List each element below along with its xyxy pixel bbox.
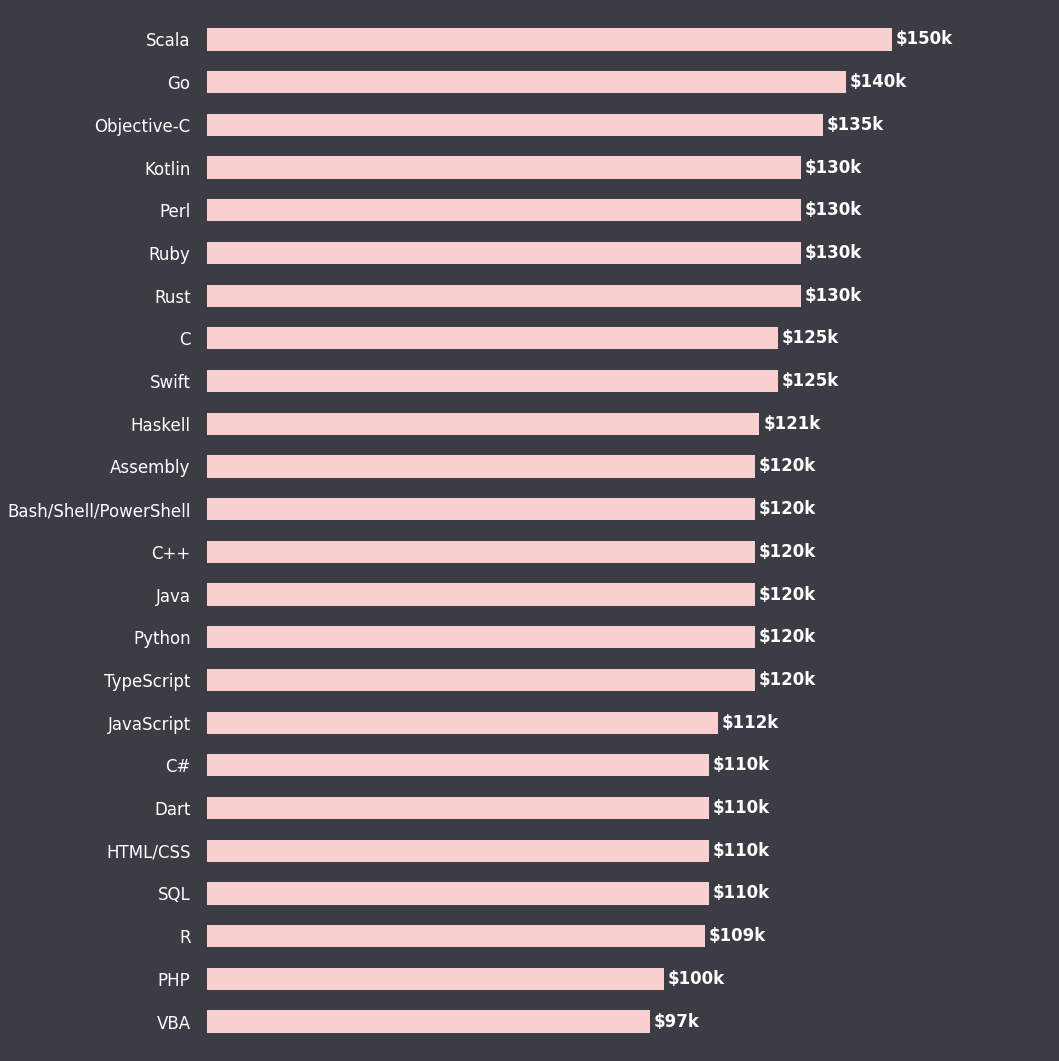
Bar [207, 114, 824, 136]
Bar [207, 1010, 650, 1032]
Bar [207, 968, 664, 990]
Text: $120k: $120k [758, 500, 815, 518]
Text: $110k: $110k [713, 841, 770, 859]
Bar [207, 242, 801, 264]
Text: $140k: $140k [850, 73, 908, 91]
Text: $110k: $110k [713, 885, 770, 903]
Bar [207, 199, 801, 222]
Bar [207, 712, 718, 734]
Bar [207, 327, 777, 349]
Text: $120k: $120k [758, 457, 815, 475]
Bar [207, 626, 755, 648]
Bar [207, 883, 710, 905]
Bar [207, 797, 710, 819]
Text: $121k: $121k [764, 415, 821, 433]
Text: $110k: $110k [713, 756, 770, 775]
Text: $120k: $120k [758, 586, 815, 604]
Text: $109k: $109k [708, 927, 766, 945]
Text: $97k: $97k [653, 1012, 699, 1030]
Text: $125k: $125k [782, 372, 839, 390]
Text: $100k: $100k [667, 970, 724, 988]
Bar [207, 370, 777, 393]
Text: $150k: $150k [896, 31, 953, 49]
Bar [207, 284, 801, 307]
Bar [207, 29, 892, 51]
Bar [207, 839, 710, 862]
Text: $120k: $120k [758, 543, 815, 561]
Bar [207, 156, 801, 178]
Bar [207, 455, 755, 477]
Text: $112k: $112k [722, 714, 779, 732]
Bar [207, 498, 755, 520]
Bar [207, 925, 704, 947]
Text: $125k: $125k [782, 329, 839, 347]
Bar [207, 71, 846, 93]
Bar [207, 541, 755, 563]
Text: $135k: $135k [827, 116, 884, 134]
Text: $130k: $130k [804, 244, 862, 262]
Bar [207, 413, 759, 435]
Text: $120k: $120k [758, 628, 815, 646]
Bar [207, 584, 755, 606]
Text: $130k: $130k [804, 202, 862, 220]
Bar [207, 754, 710, 777]
Text: $130k: $130k [804, 286, 862, 305]
Text: $120k: $120k [758, 671, 815, 689]
Bar [207, 668, 755, 691]
Text: $110k: $110k [713, 799, 770, 817]
Text: $130k: $130k [804, 158, 862, 176]
